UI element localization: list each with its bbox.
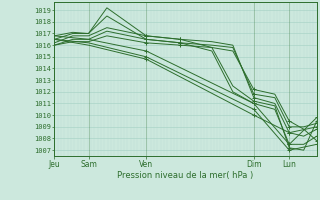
X-axis label: Pression niveau de la mer( hPa ): Pression niveau de la mer( hPa ) bbox=[117, 171, 254, 180]
